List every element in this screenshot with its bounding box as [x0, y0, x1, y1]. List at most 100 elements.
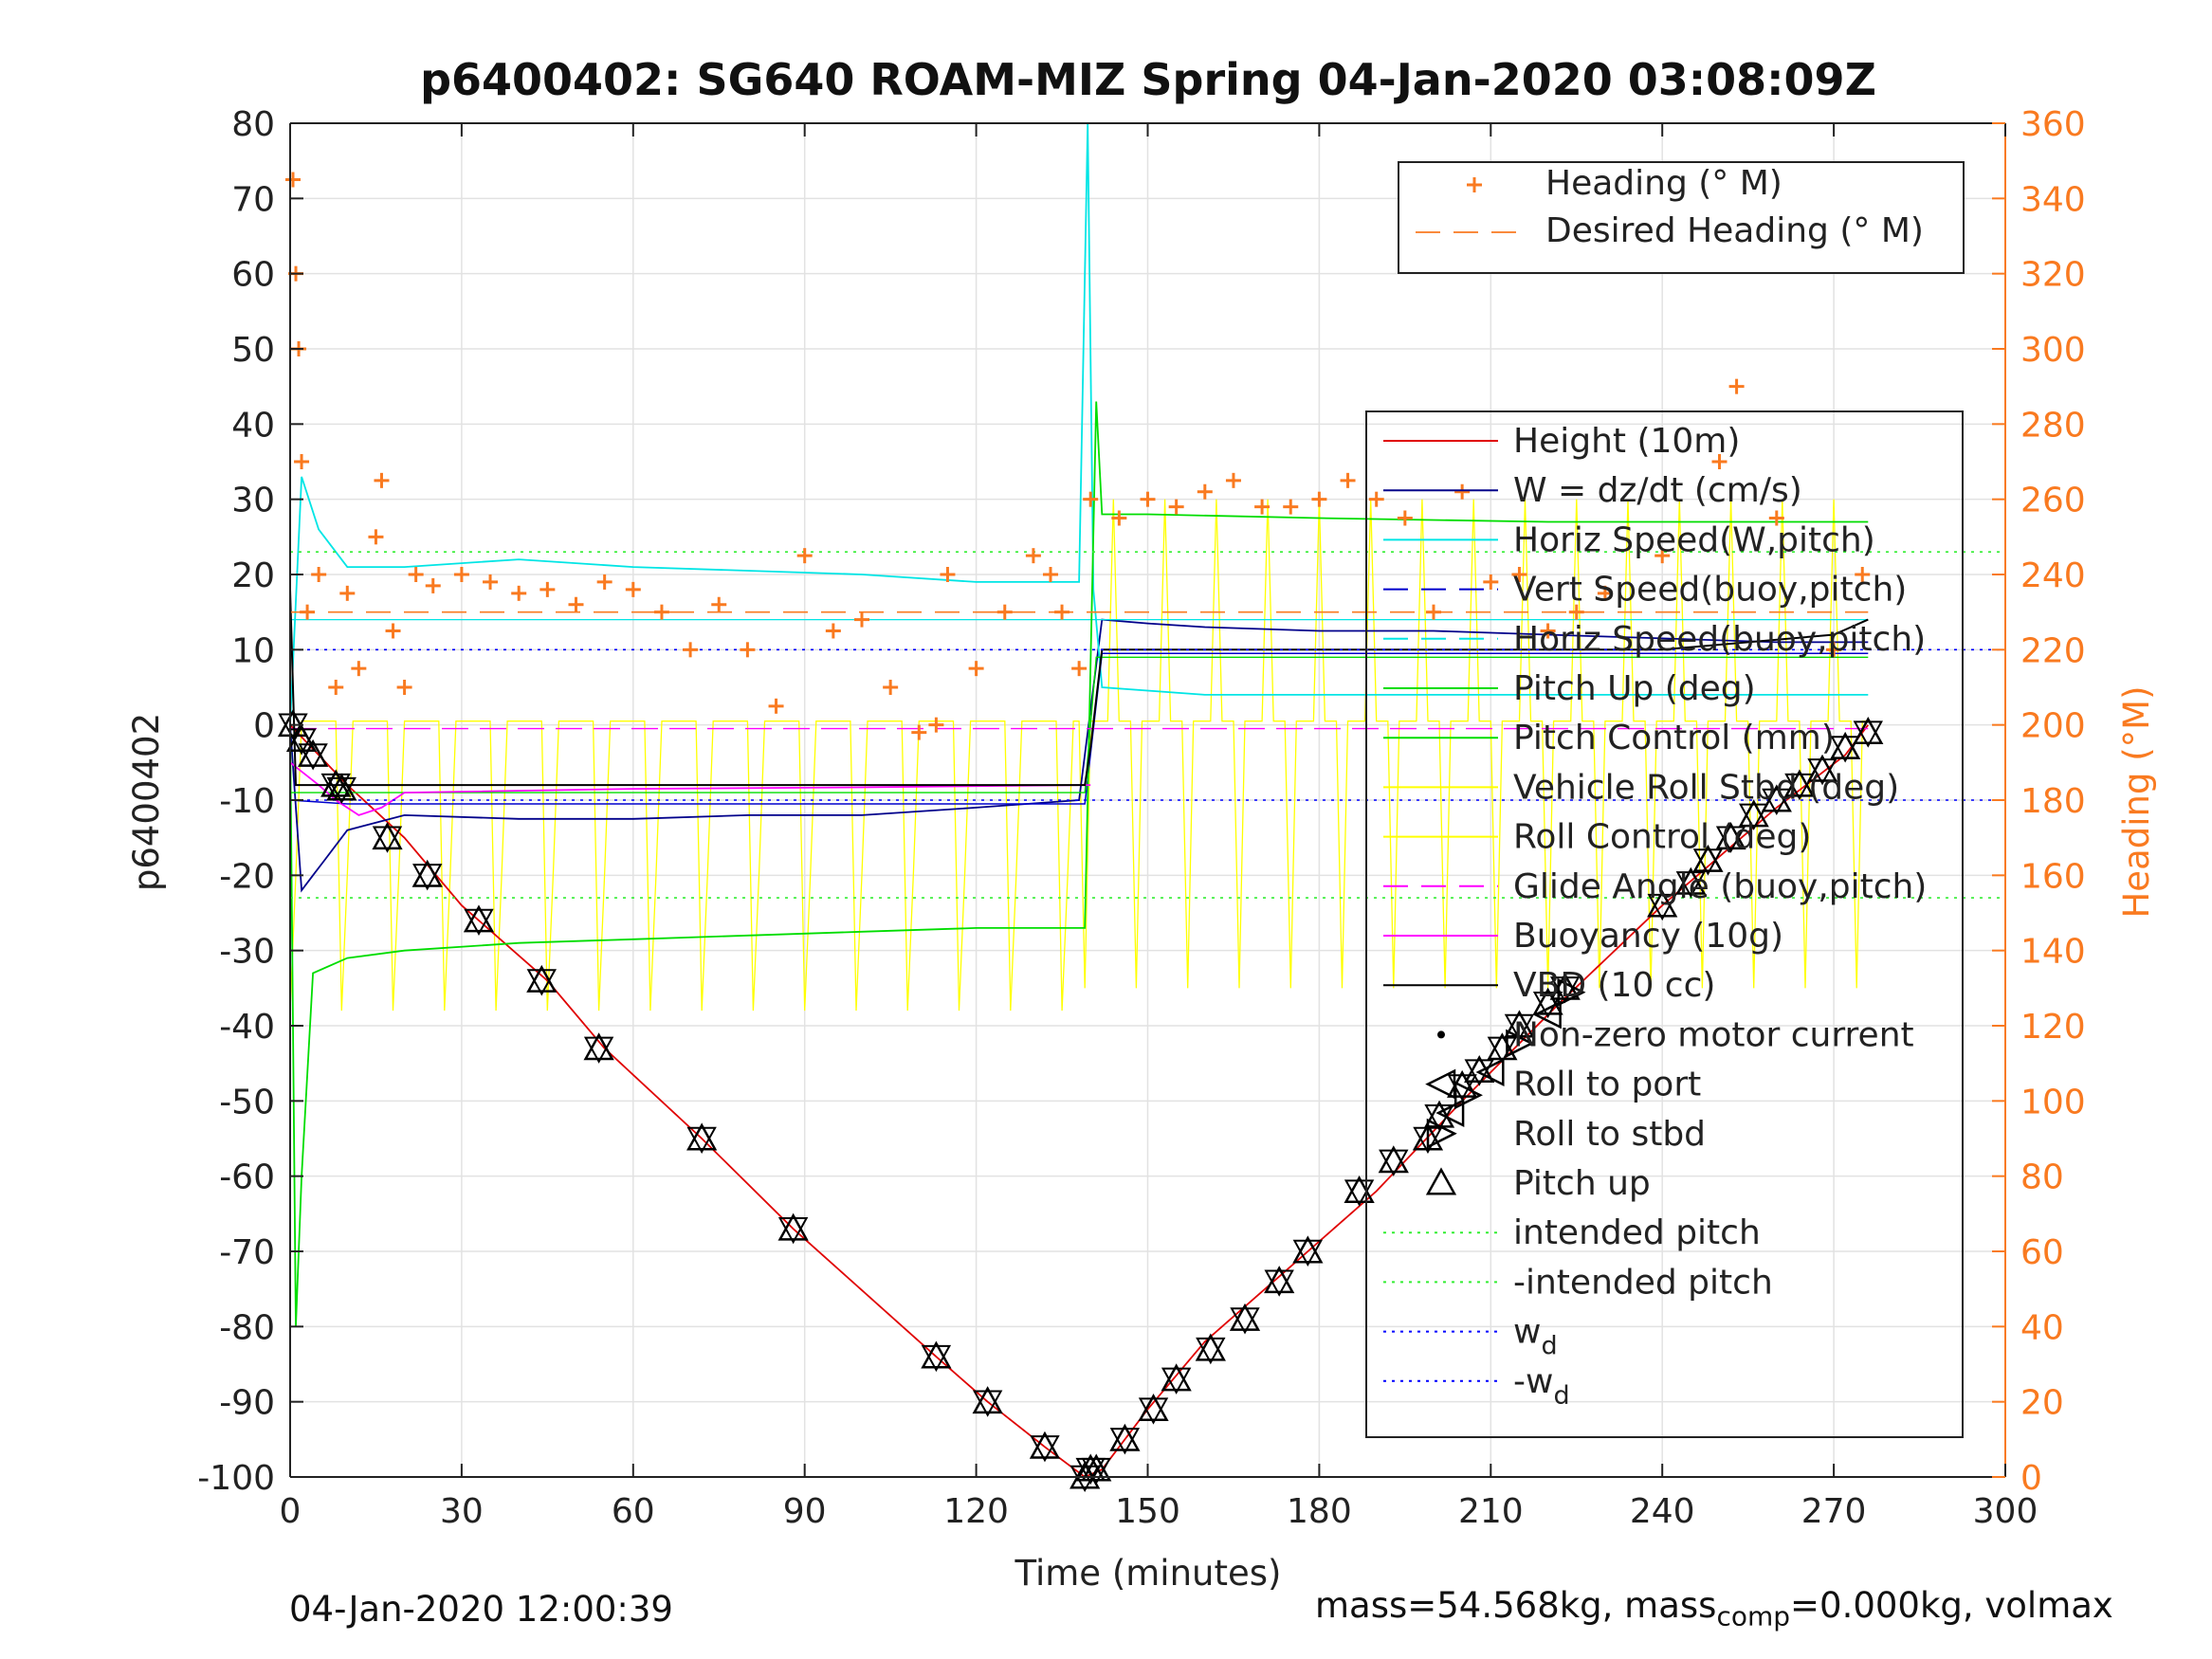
heading-marker	[351, 661, 367, 677]
y-axis-label-right: Heading (°M)	[2116, 685, 2157, 918]
x-tick-label: 300	[1973, 1492, 2038, 1531]
series-vbd-10-cc	[289, 589, 1869, 787]
pitch-up-marker	[1109, 1423, 1141, 1451]
pitch-down-marker	[1762, 788, 1792, 816]
series-layer	[285, 122, 2005, 1479]
legend-subscript: d	[1553, 1381, 1569, 1411]
x-tick-label: 210	[1458, 1492, 1524, 1531]
x-tick-label: 240	[1630, 1492, 1695, 1531]
y-tick-label-left: -100	[197, 1459, 275, 1498]
pitch-up-marker	[1715, 822, 1746, 850]
pitch-down-marker	[1853, 720, 1883, 748]
footer-mass-suffix: =0.000kg, volmax	[1790, 1585, 2113, 1626]
heading-marker	[294, 454, 310, 469]
y-tick-label-right: 220	[2020, 631, 2086, 670]
y-axis-label-left: p6400402	[126, 713, 167, 891]
y-tick-label-right: 260	[2020, 482, 2086, 520]
pitch-up-marker	[777, 1212, 809, 1241]
heading-marker	[796, 548, 813, 564]
pitch-up-marker	[1783, 769, 1816, 797]
y-tick-label-left: -40	[219, 1008, 275, 1047]
axes: 0 30 60 90 120 150 180 210 240 270 300807060504030…	[197, 105, 2085, 1531]
heading-marker	[1454, 483, 1471, 500]
heading-marker	[1083, 491, 1099, 507]
heading-marker	[1568, 604, 1584, 620]
heading-marker	[768, 698, 784, 714]
heading-marker	[825, 623, 841, 639]
heading-marker	[425, 577, 441, 593]
y-tick-label-left: 70	[231, 180, 275, 219]
chart-title: p6400402: SG640 ROAM-MIZ Spring 04-Jan-2…	[420, 54, 1876, 105]
heading-marker	[596, 574, 612, 590]
heading-marker	[1483, 574, 1499, 590]
heading-marker	[740, 642, 756, 658]
y-tick-label-left: -80	[219, 1308, 275, 1347]
pitch-up-marker	[1081, 1453, 1112, 1482]
pitch-up-marker	[1738, 799, 1769, 828]
pitch-up-marker	[1487, 1032, 1518, 1061]
pitch-up-marker	[1229, 1303, 1261, 1331]
footer-timestamp: 04-Jan-2020 12:00:39	[289, 1589, 673, 1630]
y-tick-label-left: 10	[231, 631, 275, 670]
legend-main-entry: Pitch Control (mm)	[1513, 719, 1835, 757]
roll-port-marker	[1475, 1057, 1505, 1087]
pitch-up-marker	[411, 859, 443, 887]
y-tick-label-left: 80	[231, 105, 275, 144]
legend-subscript: d	[1541, 1332, 1557, 1361]
heading-marker	[396, 680, 412, 695]
y-tick-label-left: 30	[231, 482, 275, 520]
pitch-up-marker	[297, 738, 329, 767]
pitch-up-marker	[277, 709, 309, 738]
pitch-down-marker	[286, 728, 317, 756]
legend-main-entry: intended pitch	[1513, 1213, 1761, 1252]
heading-marker	[368, 529, 384, 545]
footer-mass-prefix: mass=54.568kg, mass	[1315, 1585, 1717, 1626]
heading-marker	[625, 581, 641, 597]
legend-main-entry: Vehicle Roll Stbd (deg)	[1513, 768, 1899, 807]
legend-main: Height (10m) W = dz/dt (cm/s) Horiz Speed(…	[1365, 410, 1964, 1438]
marker-layer	[277, 709, 1884, 1493]
heading-marker	[374, 472, 390, 488]
y-tick-label-right: 140	[2020, 933, 2086, 972]
heading-marker	[1826, 642, 1842, 658]
y-tick-label-left: 0	[253, 707, 275, 746]
heading-marker	[408, 567, 424, 582]
pitch-down-marker	[1487, 1036, 1518, 1064]
pitch-up-marker	[972, 1386, 1003, 1414]
pitch-down-marker	[583, 1036, 614, 1064]
pitch-down-marker	[1109, 1428, 1141, 1455]
y-tick-label-right: 340	[2020, 180, 2086, 219]
y-tick-label-left: -70	[219, 1233, 275, 1272]
y-tick-label-left: 40	[231, 406, 275, 445]
y-tick-label-right: 320	[2020, 256, 2086, 295]
roll-port-marker	[1435, 1099, 1465, 1128]
y-tick-label-right: 60	[2020, 1233, 2064, 1272]
pitch-up-marker	[526, 964, 558, 993]
roll-port-marker	[1532, 1000, 1562, 1030]
pitch-down-marker	[372, 826, 403, 853]
heading-marker	[1368, 491, 1384, 507]
series-pitch-up-deg	[289, 401, 1869, 1327]
pitch-up-marker	[326, 773, 357, 801]
pitch-down-marker	[1715, 826, 1746, 853]
legend-main-entry: Roll to port	[1513, 1066, 1701, 1104]
legend-main-box	[1365, 410, 1964, 1438]
heading-marker	[1071, 661, 1088, 677]
pitch-down-marker	[1692, 848, 1724, 876]
pitch-down-marker	[1161, 1367, 1192, 1395]
heading-marker	[711, 596, 727, 612]
heading-marker	[653, 604, 669, 620]
y-tick-label-left: -60	[219, 1158, 275, 1197]
pitch-up-marker	[285, 723, 318, 752]
legend-main-entry: -intended pitch	[1513, 1263, 1773, 1302]
pitch-down-marker	[777, 1217, 809, 1245]
heading-marker	[1511, 567, 1527, 582]
heading-marker	[1140, 491, 1156, 507]
pitch-down-marker	[921, 1344, 952, 1373]
y-tick-label-right: 200	[2020, 707, 2086, 746]
pitch-up-marker	[921, 1340, 952, 1369]
x-axis-label: Time (minutes)	[1015, 1553, 1282, 1594]
legend-heading-box	[1398, 161, 1965, 274]
heading-marker	[511, 585, 527, 601]
